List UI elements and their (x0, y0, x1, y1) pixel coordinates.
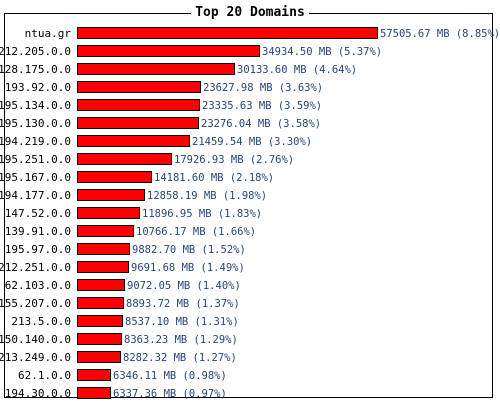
bar (77, 333, 122, 345)
bar (77, 99, 200, 111)
category-label: 155.207.0.0 (0, 297, 71, 310)
value-label: 9072.05 MB (1.40%) (127, 280, 241, 292)
value-label: 11896.95 MB (1.83%) (142, 208, 262, 220)
bar (77, 207, 140, 219)
category-label: 213.5.0.0 (11, 315, 71, 328)
bar (77, 369, 111, 381)
bar (77, 171, 152, 183)
value-label: 23335.63 MB (3.59%) (202, 100, 322, 112)
bar (77, 387, 111, 399)
value-label: 10766.17 MB (1.66%) (136, 226, 256, 238)
category-label: ntua.gr (25, 27, 72, 40)
bar (77, 81, 201, 93)
value-label: 21459.54 MB (3.30%) (192, 136, 312, 148)
category-label: 194.30.0.0 (5, 387, 71, 400)
bar (77, 261, 129, 273)
category-label: 62.103.0.0 (5, 279, 71, 292)
bar (77, 45, 260, 57)
value-label: 8537.10 MB (1.31%) (125, 316, 239, 328)
category-label: 150.140.0.0 (0, 333, 71, 346)
chart-title-text: Top 20 Domains (191, 5, 309, 20)
category-label: 195.134.0.0 (0, 99, 71, 112)
category-label: 194.219.0.0 (0, 135, 71, 148)
bar (77, 27, 378, 39)
category-label: 194.177.0.0 (0, 189, 71, 202)
category-label: 128.175.0.0 (0, 63, 71, 76)
value-label: 9691.68 MB (1.49%) (131, 262, 245, 274)
bar (77, 117, 199, 129)
value-label: 34934.50 MB (5.37%) (262, 46, 382, 58)
value-label: 8893.72 MB (1.37%) (126, 298, 240, 310)
category-label: 195.167.0.0 (0, 171, 71, 184)
value-label: 17926.93 MB (2.76%) (174, 154, 294, 166)
value-label: 6337.36 MB (0.97%) (113, 388, 227, 400)
value-label: 57505.67 MB (8.85%) (380, 28, 500, 40)
value-label: 8363.23 MB (1.29%) (124, 334, 238, 346)
category-label: 213.249.0.0 (0, 351, 71, 364)
category-label: 195.251.0.0 (0, 153, 71, 166)
bar (77, 351, 121, 363)
value-label: 6346.11 MB (0.98%) (113, 370, 227, 382)
category-label: 139.91.0.0 (5, 225, 71, 238)
value-label: 23627.98 MB (3.63%) (203, 82, 323, 94)
category-label: 212.251.0.0 (0, 261, 71, 274)
value-label: 8282.32 MB (1.27%) (123, 352, 237, 364)
bar (77, 63, 235, 75)
chart-title: Top 20 Domains (0, 4, 500, 22)
bar (77, 225, 134, 237)
bar (77, 279, 125, 291)
category-label: 195.130.0.0 (0, 117, 71, 130)
value-label: 9882.70 MB (1.52%) (132, 244, 246, 256)
bar (77, 189, 145, 201)
category-label: 195.97.0.0 (5, 243, 71, 256)
category-label: 212.205.0.0 (0, 45, 71, 58)
bar (77, 297, 124, 309)
value-label: 30133.60 MB (4.64%) (237, 64, 357, 76)
value-label: 23276.04 MB (3.58%) (201, 118, 321, 130)
category-label: 62.1.0.0 (18, 369, 71, 382)
category-label: 193.92.0.0 (5, 81, 71, 94)
bar (77, 153, 172, 165)
value-label: 14181.60 MB (2.18%) (154, 172, 274, 184)
bar (77, 315, 123, 327)
value-label: 12858.19 MB (1.98%) (147, 190, 267, 202)
category-label: 147.52.0.0 (5, 207, 71, 220)
bar (77, 243, 130, 255)
bar (77, 135, 190, 147)
